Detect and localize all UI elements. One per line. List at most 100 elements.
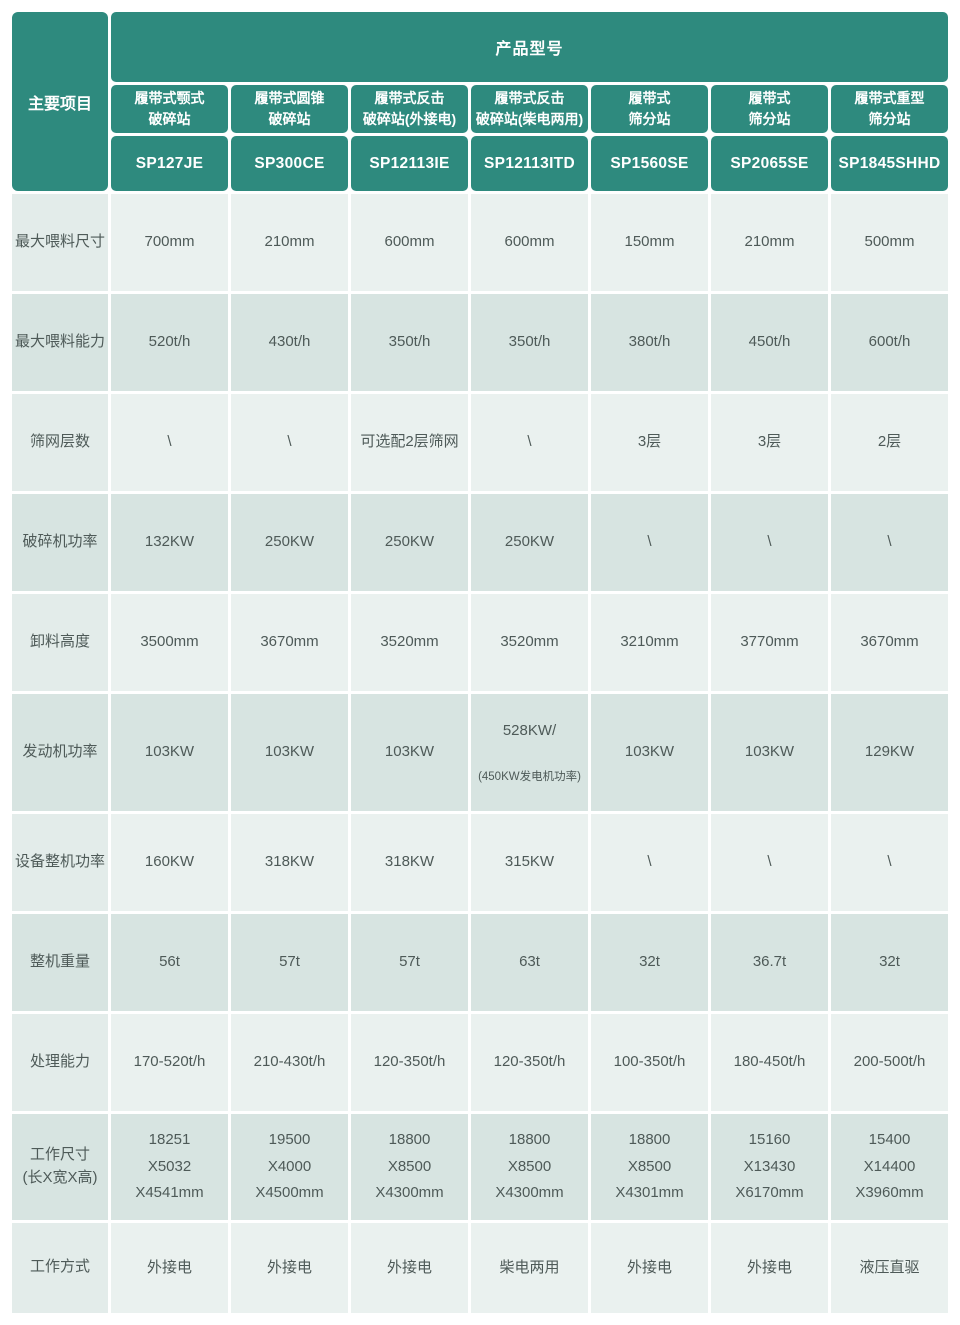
spec-value-cell: 外接电 [591,1222,708,1313]
spec-value-cell: 350t/h [471,294,588,391]
spec-value-cell: \ [711,813,828,911]
spec-value-cell: 32t [591,913,708,1011]
spec-value-cell: 3520mm [351,594,468,691]
spec-value-cell: 210mm [711,194,828,291]
spec-value-cell: 3210mm [591,594,708,691]
spec-value-cell: 100-350t/h [591,1013,708,1111]
spec-value-cell: \ [831,494,948,591]
spec-value-cell: 103KW [111,694,228,811]
spec-value-cell: 15160 X13430 X6170mm [711,1113,828,1220]
spec-value-cell: 15400 X14400 X3960mm [831,1113,948,1220]
table-row: 整机重量 56t 57t 57t 63t 32t 36.7t 32t [12,913,948,1011]
spec-value-cell: 柴电两用 [471,1222,588,1313]
spec-value-cell: 63t [471,913,588,1011]
spec-row-label: 最大喂料尺寸 [12,194,108,291]
spec-value-cell: 103KW [591,694,708,811]
spec-row-label: 最大喂料能力 [12,294,108,391]
spec-value-cell: \ [111,394,228,491]
spec-value-cell: 380t/h [591,294,708,391]
column-type-header: 履带式 筛分站 [591,85,708,133]
spec-row-label: 发动机功率 [12,694,108,811]
spec-value-cell: 318KW [231,813,348,911]
engine-power-sub-note: (450KW发电机功率) [478,770,581,783]
spec-value-cell: 120-350t/h [471,1013,588,1111]
spec-value-cell: \ [831,813,948,911]
table-row: 破碎机功率 132KW 250KW 250KW 250KW \ \ \ [12,494,948,591]
spec-value-cell: 315KW [471,813,588,911]
table-row: 处理能力 170-520t/h 210-430t/h 120-350t/h 12… [12,1013,948,1111]
spec-value-cell: 3770mm [711,594,828,691]
column-type-header: 履带式颚式 破碎站 [111,85,228,133]
spec-value-cell: \ [591,494,708,591]
table-row: 工作尺寸 (长X宽X高) 18251 X5032 X4541mm 19500 X… [12,1113,948,1220]
spec-row-label: 整机重量 [12,913,108,1011]
table-row: 工作方式 外接电 外接电 外接电 柴电两用 外接电 外接电 液压直驱 [12,1222,948,1313]
spec-value-cell: 150mm [591,194,708,291]
spec-value-cell: 318KW [351,813,468,911]
model-header: SP2065SE [711,136,828,191]
spec-value-cell: 3层 [591,394,708,491]
spec-row-label: 卸料高度 [12,594,108,691]
column-type-header: 履带式重型 筛分站 [831,85,948,133]
spec-value-cell: 250KW [351,494,468,591]
spec-value-cell: 103KW [711,694,828,811]
spec-value-cell: 3层 [711,394,828,491]
table-row: 筛网层数 \ \ 可选配2层筛网 \ 3层 3层 2层 [12,394,948,491]
spec-value-cell: 3520mm [471,594,588,691]
spec-value-cell: 450t/h [711,294,828,391]
spec-value-cell: 56t [111,913,228,1011]
spec-value-cell: 18800 X8500 X4300mm [351,1113,468,1220]
model-header: SP300CE [231,136,348,191]
spec-value-cell: 103KW [351,694,468,811]
spec-value-cell: 350t/h [351,294,468,391]
spec-value-cell: 36.7t [711,913,828,1011]
engine-power-main-value: 528KW/ [502,722,557,740]
spec-value-cell: 18800 X8500 X4301mm [591,1113,708,1220]
spec-value-cell: 129KW [831,694,948,811]
spec-value-cell: 600mm [351,194,468,291]
corner-header: 主要项目 [12,12,108,191]
spec-value-cell: 液压直驱 [831,1222,948,1313]
spec-value-cell: 200-500t/h [831,1013,948,1111]
spec-value-cell: 32t [831,913,948,1011]
model-header: SP1845SHHD [831,136,948,191]
spec-value-cell: 132KW [111,494,228,591]
spec-value-cell: 160KW [111,813,228,911]
spec-value-cell: 250KW [471,494,588,591]
table-row: 卸料高度 3500mm 3670mm 3520mm 3520mm 3210mm … [12,594,948,691]
spec-value-cell: 19500 X4000 X4500mm [231,1113,348,1220]
model-header: SP127JE [111,136,228,191]
spec-value-cell: 103KW [231,694,348,811]
spec-table: 主要项目 产品型号 履带式颚式 破碎站 履带式圆锥 破碎站 履带式反击 破碎站(… [9,9,951,1316]
table-row: 最大喂料尺寸 700mm 210mm 600mm 600mm 150mm 210… [12,194,948,291]
spec-value-cell: 3670mm [231,594,348,691]
spec-value-cell: 520t/h [111,294,228,391]
spec-value-cell: 180-450t/h [711,1013,828,1111]
spec-value-cell: 57t [351,913,468,1011]
spec-value-cell: 600t/h [831,294,948,391]
spec-value-cell: 57t [231,913,348,1011]
spec-value-cell: 18251 X5032 X4541mm [111,1113,228,1220]
spec-value-cell: 可选配2层筛网 [351,394,468,491]
column-type-header: 履带式反击 破碎站(柴电两用) [471,85,588,133]
table-row: 发动机功率 103KW 103KW 103KW 528KW/ (450KW发电机… [12,694,948,811]
spec-value-cell: 外接电 [711,1222,828,1313]
spec-value-cell: 600mm [471,194,588,291]
spec-value-cell: 外接电 [111,1222,228,1313]
spec-row-label: 工作尺寸 (长X宽X高) [12,1113,108,1220]
spec-value-cell: \ [471,394,588,491]
spec-value-cell: 250KW [231,494,348,591]
spec-value-cell: 700mm [111,194,228,291]
column-type-header: 履带式反击 破碎站(外接电) [351,85,468,133]
spec-value-cell: \ [591,813,708,911]
column-type-header-row: 履带式颚式 破碎站 履带式圆锥 破碎站 履带式反击 破碎站(外接电) 履带式反击… [12,85,948,133]
spec-row-label: 破碎机功率 [12,494,108,591]
column-type-header: 履带式圆锥 破碎站 [231,85,348,133]
products-band-title: 产品型号 [111,12,948,82]
spec-value-cell: 210-430t/h [231,1013,348,1111]
spec-value-cell: \ [231,394,348,491]
spec-value-cell: 3500mm [111,594,228,691]
spec-row-label: 筛网层数 [12,394,108,491]
spec-value-cell: 外接电 [231,1222,348,1313]
spec-value-cell: 120-350t/h [351,1013,468,1111]
